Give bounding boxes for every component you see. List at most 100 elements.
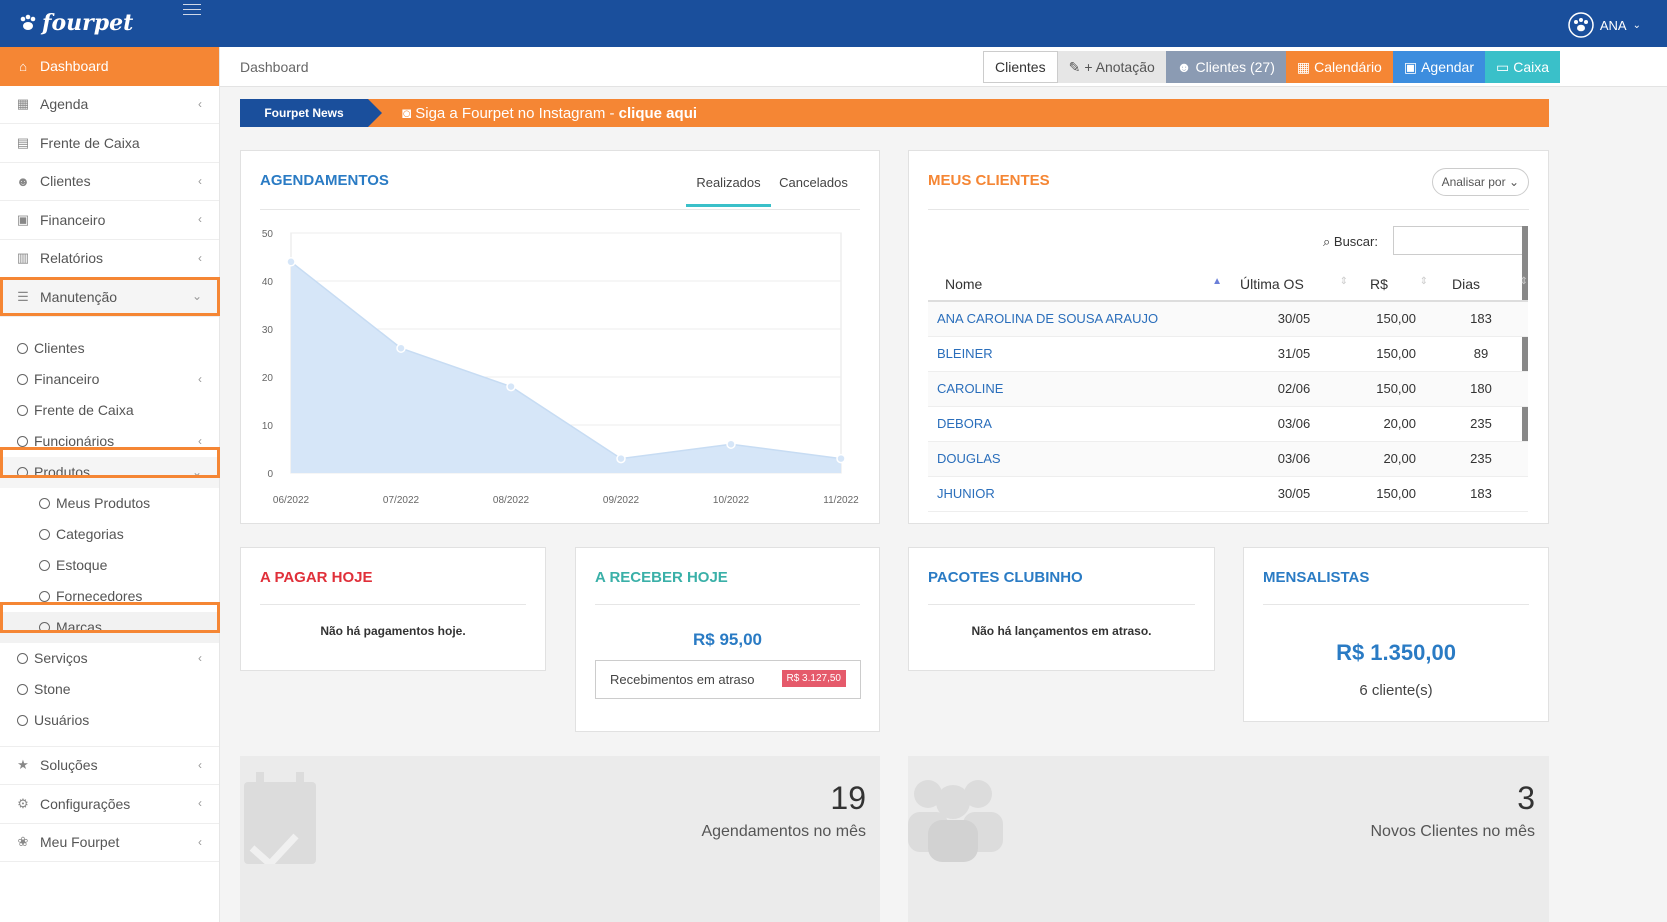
search-icon: ⌕	[1323, 234, 1331, 249]
fourpet-logo[interactable]: fourpet	[18, 10, 133, 36]
client-name[interactable]: ANA CAROLINA DE SOUSA ARAUJO	[928, 301, 1228, 337]
submenu-usuarios[interactable]: Usuários	[0, 705, 219, 736]
data-point	[396, 343, 406, 353]
submenu-categorias[interactable]: Categorias	[0, 519, 219, 550]
submenu-fornecedores[interactable]: Fornecedores	[0, 581, 219, 612]
circle-icon	[39, 497, 50, 509]
client-ultima-os: 03/06	[1228, 441, 1348, 477]
submenu-estoque[interactable]: Estoque	[0, 550, 219, 581]
client-name[interactable]: JHUNIOR	[928, 476, 1228, 512]
client-name[interactable]: CAROLINE	[928, 371, 1228, 407]
atraso-label: Recebimentos em atraso	[610, 672, 755, 687]
column-header-valor[interactable]: R$ ⇕	[1348, 268, 1428, 302]
tab-cancelados[interactable]: Cancelados	[779, 175, 848, 190]
user-menu[interactable]: ANA ⌄	[1568, 12, 1641, 38]
submenu-marcas[interactable]: Marcas	[0, 611, 219, 643]
circle-icon	[17, 714, 28, 726]
menu-toggle-icon[interactable]	[183, 4, 201, 18]
news-tag: Fourpet News	[240, 99, 368, 127]
caixa-button[interactable]: ▭ Caixa	[1485, 51, 1561, 83]
client-name[interactable]: BLEINER	[928, 336, 1228, 372]
highlight-marcas	[0, 602, 220, 633]
analisar-por-dropdown[interactable]: Analisar por ⌄	[1431, 168, 1529, 196]
client-valor: 150,00	[1348, 371, 1428, 407]
submenu-produtos[interactable]: Produtos ⌄	[0, 456, 219, 488]
sidebar-item-relatorios[interactable]: ▥ Relatórios ‹	[0, 240, 219, 278]
database-icon: ☰	[17, 288, 29, 304]
sidebar-item-agenda[interactable]: ▦ Agenda ‹	[0, 86, 219, 124]
main-content: Dashboard Clientes ✎ + Anotação ☻ Clientes…	[220, 47, 1667, 922]
stat-label: Agendamentos no mês	[701, 823, 866, 840]
mensalistas-title: MENSALISTAS	[1263, 569, 1370, 586]
button-label: + Anotação	[1084, 59, 1155, 75]
submenu-label: Financeiro	[34, 371, 100, 387]
action-buttons: Clientes ✎ + Anotação ☻ Clientes (27) ▦ Cal…	[983, 51, 1561, 83]
x-tick-label: 09/2022	[603, 495, 640, 506]
sidebar-label: Clientes	[40, 173, 91, 190]
chevron-down-icon: ⌄	[191, 464, 202, 479]
stat-number: 19	[830, 780, 866, 816]
table-row[interactable]: DEBORA 03/06 20,00 235	[928, 406, 1528, 442]
logo-text: fourpet	[42, 10, 134, 36]
circle-icon	[17, 435, 28, 447]
column-header-ultima-os[interactable]: Última OS ⇕	[1228, 268, 1348, 302]
news-link[interactable]: clique aqui	[618, 105, 698, 122]
column-header-dias[interactable]: Dias ⇕	[1428, 268, 1528, 302]
user-name: ANA	[1599, 17, 1627, 33]
submenu-servicos[interactable]: Serviços ‹	[0, 643, 219, 674]
client-ultima-os: 30/05	[1228, 476, 1348, 512]
client-valor: 150,00	[1348, 336, 1428, 372]
sidebar-item-financeiro[interactable]: ▣ Financeiro ‹	[0, 201, 219, 240]
paw-avatar-icon	[1568, 12, 1594, 38]
chevron-left-icon: ‹	[198, 173, 202, 188]
sidebar-item-configuracoes[interactable]: ⚙ Configurações ‹	[0, 785, 219, 824]
table-row[interactable]: BLEINER 31/05 150,00 89	[928, 336, 1528, 372]
news-message[interactable]: ◙ Siga a Fourpet no Instagram - clique a…	[402, 105, 697, 122]
clientes-button[interactable]: Clientes	[983, 51, 1058, 83]
sidebar-item-manutencao[interactable]: ☰ Manutenção ⌄	[0, 278, 219, 317]
submenu-financeiro[interactable]: Financeiro ‹	[0, 364, 219, 395]
search-input[interactable]	[1393, 226, 1523, 255]
anotacao-button[interactable]: ✎ + Anotação	[1057, 51, 1166, 83]
table-row[interactable]: ANA CAROLINA DE SOUSA ARAUJO 30/05 150,00 1…	[928, 301, 1528, 337]
submenu-clientes[interactable]: Clientes	[0, 333, 219, 364]
sort-icon: ⇕	[1419, 276, 1428, 287]
submenu-label: Estoque	[56, 557, 108, 573]
sidebar-item-dashboard[interactable]: ⌂ Dashboard	[0, 47, 219, 86]
calendario-button[interactable]: ▦ Calendário	[1285, 51, 1393, 83]
sidebar-item-meu-fourpet[interactable]: ❀ Meu Fourpet ‹	[0, 824, 219, 862]
sidebar-item-clientes[interactable]: ☻ Clientes ‹	[0, 163, 219, 201]
submenu-label: Categorias	[56, 526, 124, 542]
table-row[interactable]: DOUGLAS 03/06 20,00 235	[928, 441, 1528, 477]
chevron-left-icon: ‹	[198, 250, 202, 265]
sidebar-item-frente-caixa[interactable]: ▤ Frente de Caixa	[0, 124, 219, 163]
chevron-down-icon: ⌄	[191, 289, 202, 303]
y-tick-label: 30	[262, 325, 274, 336]
money-icon: ▭	[1496, 58, 1510, 75]
sidebar-item-solucoes[interactable]: ★ Soluções ‹	[0, 747, 219, 785]
buscar-label: ⌕ Buscar:	[1323, 234, 1378, 250]
divider	[928, 209, 1529, 210]
tab-realizados[interactable]: Realizados	[686, 175, 771, 207]
submenu-stone[interactable]: Stone	[0, 674, 219, 705]
client-name[interactable]: DOUGLAS	[928, 441, 1228, 477]
calendar-icon: ▦	[1296, 58, 1311, 75]
agendar-button[interactable]: ▣ Agendar	[1392, 51, 1486, 83]
submenu-meus-produtos[interactable]: Meus Produtos	[0, 488, 219, 519]
circle-icon	[17, 683, 28, 695]
breadcrumb-bar: Dashboard Clientes ✎ + Anotação ☻ Clientes…	[220, 47, 1667, 87]
submenu-frente-caixa[interactable]: Frente de Caixa	[0, 395, 219, 426]
sort-icon: ⇕	[1519, 276, 1528, 287]
y-tick-label: 20	[262, 373, 274, 384]
button-label: Agendar	[1421, 59, 1475, 75]
table-row[interactable]: CAROLINE 02/06 150,00 180	[928, 371, 1528, 407]
client-name[interactable]: DEBORA	[928, 406, 1228, 442]
column-header-nome[interactable]: Nome ▲	[928, 268, 1228, 302]
table-row[interactable]: JHUNIOR 30/05 150,00 183	[928, 476, 1528, 512]
header-label: Dias	[1452, 276, 1481, 292]
chevron-left-icon: ‹	[198, 650, 202, 665]
client-ultima-os: 03/06	[1228, 406, 1348, 442]
recebimentos-atraso-row[interactable]: Recebimentos em atraso R$ 3.127,50	[595, 660, 861, 699]
submenu-funcionarios[interactable]: Funcionários ‹	[0, 426, 219, 457]
clientes-count-button[interactable]: ☻ Clientes (27)	[1165, 51, 1286, 83]
